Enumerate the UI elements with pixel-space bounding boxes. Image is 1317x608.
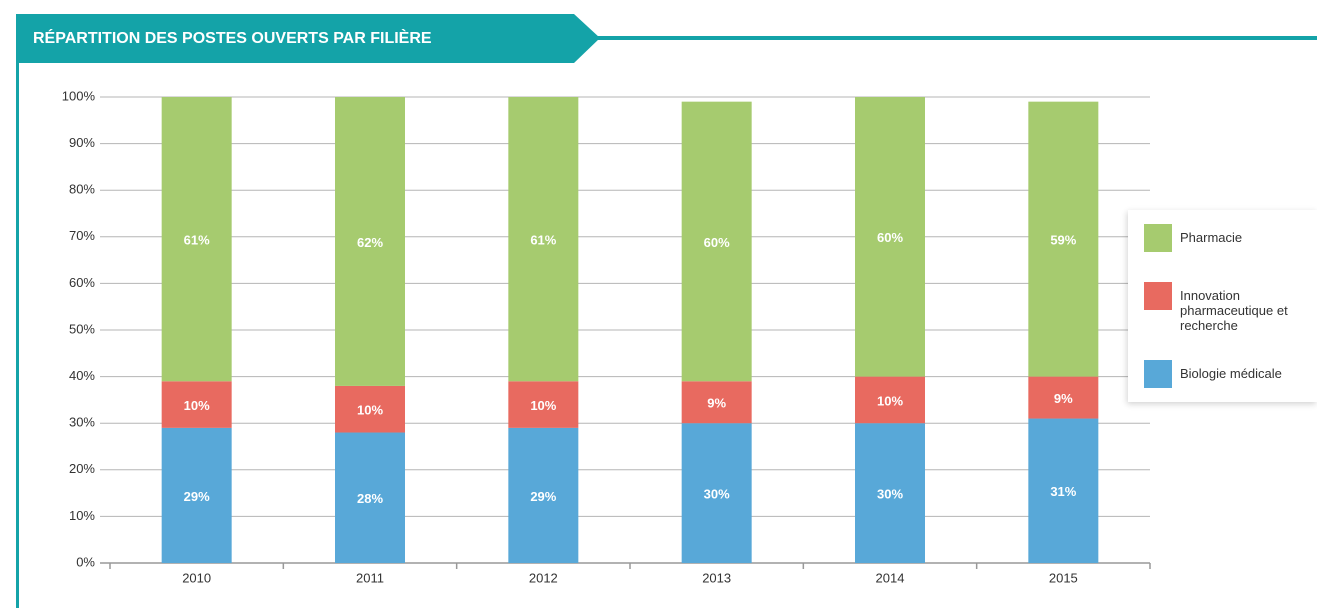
data-label: 61%: [530, 233, 556, 248]
data-label: 9%: [1054, 391, 1073, 406]
data-label: 10%: [184, 398, 210, 413]
y-tick-label: 90%: [69, 135, 95, 150]
y-tick-label: 10%: [69, 508, 95, 523]
bar-segment: [855, 97, 925, 377]
data-label: 10%: [877, 393, 903, 408]
data-label: 29%: [530, 489, 556, 504]
data-label: 59%: [1050, 233, 1076, 248]
legend: Pharmacie Innovation pharmaceutique et re…: [1128, 210, 1317, 402]
data-label: 29%: [184, 489, 210, 504]
data-label: 10%: [530, 398, 556, 413]
legend-label: Innovation pharmaceutique et recherche: [1180, 288, 1288, 333]
bar-segment: [161, 381, 232, 428]
y-tick-label: 100%: [62, 88, 96, 103]
y-tick-label: 70%: [69, 228, 95, 243]
legend-item: Pharmacie: [1144, 224, 1310, 252]
bar-segment: [681, 381, 752, 424]
bar-segment: [1028, 101, 1099, 377]
bar-segment: [161, 97, 232, 382]
legend-label: Biologie médicale: [1180, 366, 1282, 381]
bar-segment: [161, 427, 232, 563]
data-label: 30%: [877, 487, 903, 502]
y-tick-label: 30%: [69, 415, 95, 430]
data-label: 28%: [357, 491, 383, 506]
bar-segment: [681, 101, 752, 382]
y-tick-label: 40%: [69, 368, 95, 383]
data-label: 30%: [704, 487, 730, 502]
y-tick-label: 0%: [76, 554, 95, 569]
bar-segment: [855, 423, 925, 563]
header-banner: [16, 14, 600, 63]
y-tick-label: 20%: [69, 461, 95, 476]
x-tick-label: 2011: [356, 570, 384, 585]
bar-segment: [1028, 418, 1099, 563]
bar-segment: [855, 376, 925, 424]
data-label: 60%: [877, 230, 903, 245]
x-tick-label: 2015: [1049, 570, 1078, 585]
legend-item: Innovation pharmaceutique et recherche: [1144, 282, 1310, 333]
data-label: 9%: [707, 396, 726, 411]
data-label: 10%: [357, 403, 383, 418]
legend-swatch: [1144, 360, 1172, 388]
x-tick-label: 2014: [876, 570, 905, 585]
data-label: 61%: [184, 233, 210, 248]
header-rule: [580, 36, 1317, 40]
bar-segment: [508, 427, 579, 563]
data-label: 60%: [704, 235, 730, 250]
bar-segment: [335, 97, 405, 386]
legend-swatch: [1144, 282, 1172, 310]
data-label: 31%: [1050, 484, 1076, 499]
bar-segment: [335, 432, 405, 563]
left-rule: [16, 14, 19, 608]
legend-label: Pharmacie: [1180, 230, 1243, 245]
y-tick-label: 50%: [69, 321, 95, 336]
y-tick-label: 60%: [69, 275, 95, 290]
legend-item: Biologie médicale: [1144, 360, 1310, 388]
x-tick-label: 2012: [529, 570, 558, 585]
bar-segment: [1028, 376, 1099, 419]
chart-title: RÉPARTITION DES POSTES OUVERTS PAR FILIÈ…: [33, 28, 432, 47]
bar-segment: [335, 385, 405, 433]
y-tick-label: 80%: [69, 182, 95, 197]
x-tick-label: 2010: [182, 570, 211, 585]
x-tick-label: 2013: [702, 570, 731, 585]
bar-segment: [681, 423, 752, 563]
bar-segment: [508, 381, 579, 428]
legend-swatch: [1144, 224, 1172, 252]
data-label: 62%: [357, 235, 383, 250]
bar-segment: [508, 97, 579, 382]
